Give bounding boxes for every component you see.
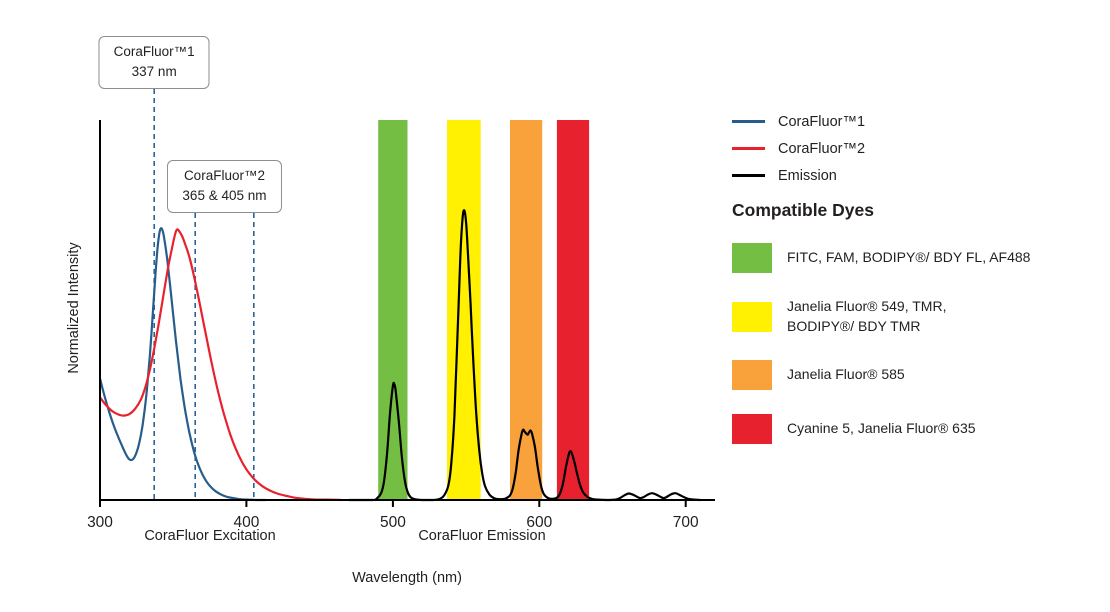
x-tick-label: 500: [380, 514, 406, 531]
x-tick-label: 300: [87, 514, 113, 531]
x-tick-label: 600: [526, 514, 552, 531]
legend-item-corafluor1: CoraFluor™1: [732, 108, 865, 135]
annotation-box-corafluor1: CoraFluor™1 337 nm: [98, 36, 210, 89]
legend-label-corafluor1: CoraFluor™1: [778, 113, 866, 130]
dye-item-yellow: Janelia Fluor® 549, TMR, BODIPY®/ BDY TM…: [732, 297, 1102, 336]
legend-item-corafluor2: CoraFluor™2: [732, 135, 865, 162]
legend-line-swatch-corafluor1: [732, 120, 765, 123]
filter-band-orange: [510, 120, 543, 500]
legend-label-emission: Emission: [778, 167, 837, 184]
x-axis-sublabel-excitation: CoraFluor Excitation: [144, 528, 276, 544]
x-tick-label: 400: [233, 514, 259, 531]
dye-item-green: FITC, FAM, BODIPY®/ BDY FL, AF488: [732, 243, 1102, 273]
legend-line-swatch-corafluor2: [732, 147, 765, 150]
x-axis-sublabel-emission: CoraFluor Emission: [418, 528, 546, 544]
dye-label-yellow: Janelia Fluor® 549, TMR, BODIPY®/ BDY TM…: [787, 298, 947, 334]
x-tick-label: 700: [673, 514, 699, 531]
dye-item-orange: Janelia Fluor® 585: [732, 360, 1102, 391]
dye-item-red: Cyanine 5, Janelia Fluor® 635: [732, 414, 1102, 445]
y-axis-label: Normalized Intensity: [66, 242, 82, 374]
dye-swatch-orange: [732, 360, 772, 391]
dye-swatch-red: [732, 414, 772, 445]
series-corafluor-1: [98, 227, 266, 502]
compatible-dyes-panel: Compatible Dyes FITC, FAM, BODIPY®/ BDY …: [732, 200, 1102, 468]
dye-label-red: Cyanine 5, Janelia Fluor® 635: [787, 420, 976, 437]
filter-band-red: [556, 120, 590, 500]
dye-swatch-yellow: [732, 301, 772, 332]
legend-item-emission: Emission: [732, 162, 865, 189]
compatible-dyes-heading: Compatible Dyes: [732, 200, 874, 220]
dye-label-green: FITC, FAM, BODIPY®/ BDY FL, AF488: [787, 249, 1031, 266]
x-axis-label: Wavelength (nm): [352, 570, 462, 586]
legend-line-swatch-emission: [732, 174, 765, 177]
filter-band-green: [378, 120, 408, 500]
dye-label-orange: Janelia Fluor® 585: [787, 366, 905, 383]
legend-label-corafluor2: CoraFluor™2: [778, 140, 866, 157]
annotation-box-corafluor2: CoraFluor™2 365 & 405 nm: [167, 160, 282, 213]
legend: CoraFluor™1 CoraFluor™2 Emission: [732, 108, 865, 189]
dye-swatch-green: [732, 243, 772, 273]
series-corafluor-2: [99, 228, 342, 502]
